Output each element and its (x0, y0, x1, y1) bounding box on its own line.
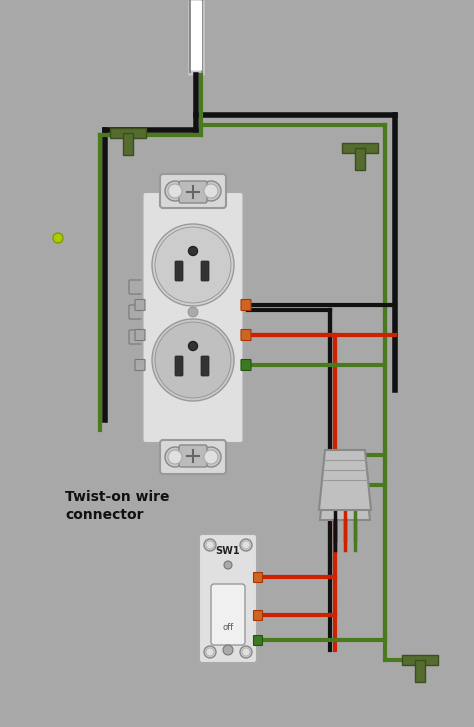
FancyBboxPatch shape (355, 148, 365, 170)
FancyBboxPatch shape (129, 305, 145, 319)
FancyBboxPatch shape (129, 330, 145, 344)
Ellipse shape (152, 224, 234, 306)
FancyBboxPatch shape (211, 584, 245, 645)
FancyBboxPatch shape (175, 261, 183, 281)
Circle shape (165, 447, 185, 467)
Circle shape (189, 342, 198, 350)
FancyBboxPatch shape (254, 635, 263, 646)
Circle shape (189, 246, 198, 255)
Circle shape (204, 539, 216, 551)
Circle shape (223, 645, 233, 655)
FancyBboxPatch shape (179, 445, 207, 467)
Circle shape (206, 648, 214, 656)
Circle shape (224, 561, 232, 569)
FancyBboxPatch shape (179, 181, 207, 203)
FancyBboxPatch shape (110, 128, 146, 138)
FancyBboxPatch shape (123, 133, 133, 155)
Circle shape (242, 648, 250, 656)
FancyBboxPatch shape (135, 329, 145, 340)
Text: off: off (222, 622, 234, 632)
Ellipse shape (152, 319, 234, 401)
FancyBboxPatch shape (201, 261, 209, 281)
FancyBboxPatch shape (415, 660, 425, 682)
Ellipse shape (155, 322, 231, 398)
FancyBboxPatch shape (199, 534, 257, 663)
FancyBboxPatch shape (175, 356, 183, 376)
FancyBboxPatch shape (254, 572, 263, 582)
FancyBboxPatch shape (129, 280, 145, 294)
FancyBboxPatch shape (135, 300, 145, 310)
Circle shape (240, 539, 252, 551)
Circle shape (168, 450, 182, 464)
Circle shape (240, 646, 252, 658)
Circle shape (53, 233, 63, 243)
FancyBboxPatch shape (342, 143, 378, 153)
FancyBboxPatch shape (402, 655, 438, 665)
Circle shape (201, 447, 221, 467)
FancyBboxPatch shape (241, 329, 251, 340)
Circle shape (204, 184, 218, 198)
FancyBboxPatch shape (254, 611, 263, 621)
FancyBboxPatch shape (201, 356, 209, 376)
FancyBboxPatch shape (143, 192, 244, 443)
FancyBboxPatch shape (135, 359, 145, 371)
Circle shape (204, 450, 218, 464)
Polygon shape (320, 455, 370, 520)
Ellipse shape (155, 227, 231, 303)
FancyBboxPatch shape (241, 359, 251, 371)
FancyBboxPatch shape (241, 300, 251, 310)
Circle shape (206, 541, 214, 549)
Text: Twist-on wire
connector: Twist-on wire connector (65, 490, 170, 523)
Circle shape (168, 184, 182, 198)
Polygon shape (319, 450, 371, 510)
FancyBboxPatch shape (160, 174, 226, 208)
Circle shape (242, 541, 250, 549)
Circle shape (204, 646, 216, 658)
Circle shape (201, 181, 221, 201)
Circle shape (165, 181, 185, 201)
FancyBboxPatch shape (160, 440, 226, 474)
Circle shape (188, 307, 198, 317)
Text: SW1: SW1 (216, 546, 240, 556)
